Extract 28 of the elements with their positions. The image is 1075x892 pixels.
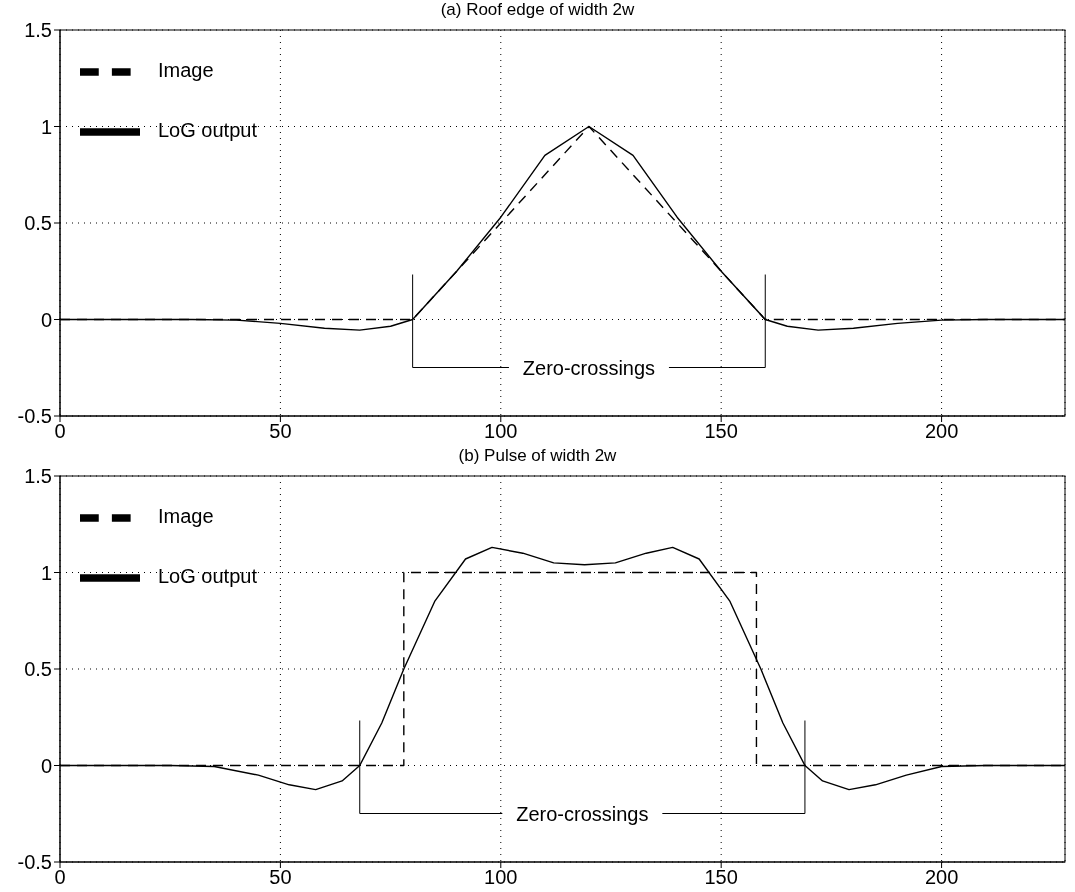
legend-label: Image	[158, 59, 214, 82]
y-tick-label: 0.5	[24, 212, 52, 235]
annotation: Zero-crossings	[516, 802, 649, 825]
y-tick-label: -0.5	[17, 851, 52, 874]
x-tick-label: 0	[54, 866, 66, 889]
x-tick-label: 50	[269, 866, 292, 889]
x-tick-label: 150	[704, 866, 738, 889]
x-tick-label: 100	[484, 420, 518, 443]
annotation: Zero-crossings	[522, 356, 656, 379]
legend-label: LoG output	[158, 119, 257, 142]
y-tick-label: -0.5	[17, 405, 52, 428]
y-tick-label: 0	[40, 308, 52, 331]
y-tick-label: 1.5	[24, 19, 52, 42]
legend-label: Image	[158, 505, 214, 528]
legend-label: LoG output	[158, 565, 257, 588]
y-tick-label: 1	[40, 561, 52, 584]
x-tick-label: 200	[924, 420, 959, 443]
x-tick-label: 150	[704, 420, 738, 443]
chart-title: (b) Pulse of width 2w	[458, 446, 617, 465]
y-tick-label: 1.5	[24, 465, 52, 488]
x-tick-label: 50	[269, 420, 292, 443]
x-tick-label: 0	[54, 420, 66, 443]
chart-title: (a) Roof edge of width 2w	[440, 0, 635, 19]
x-tick-label: 100	[484, 866, 518, 889]
y-tick-label: 0	[40, 754, 52, 777]
x-tick-label: 200	[924, 866, 959, 889]
y-tick-label: 0.5	[24, 658, 52, 681]
y-tick-label: 1	[40, 115, 52, 138]
